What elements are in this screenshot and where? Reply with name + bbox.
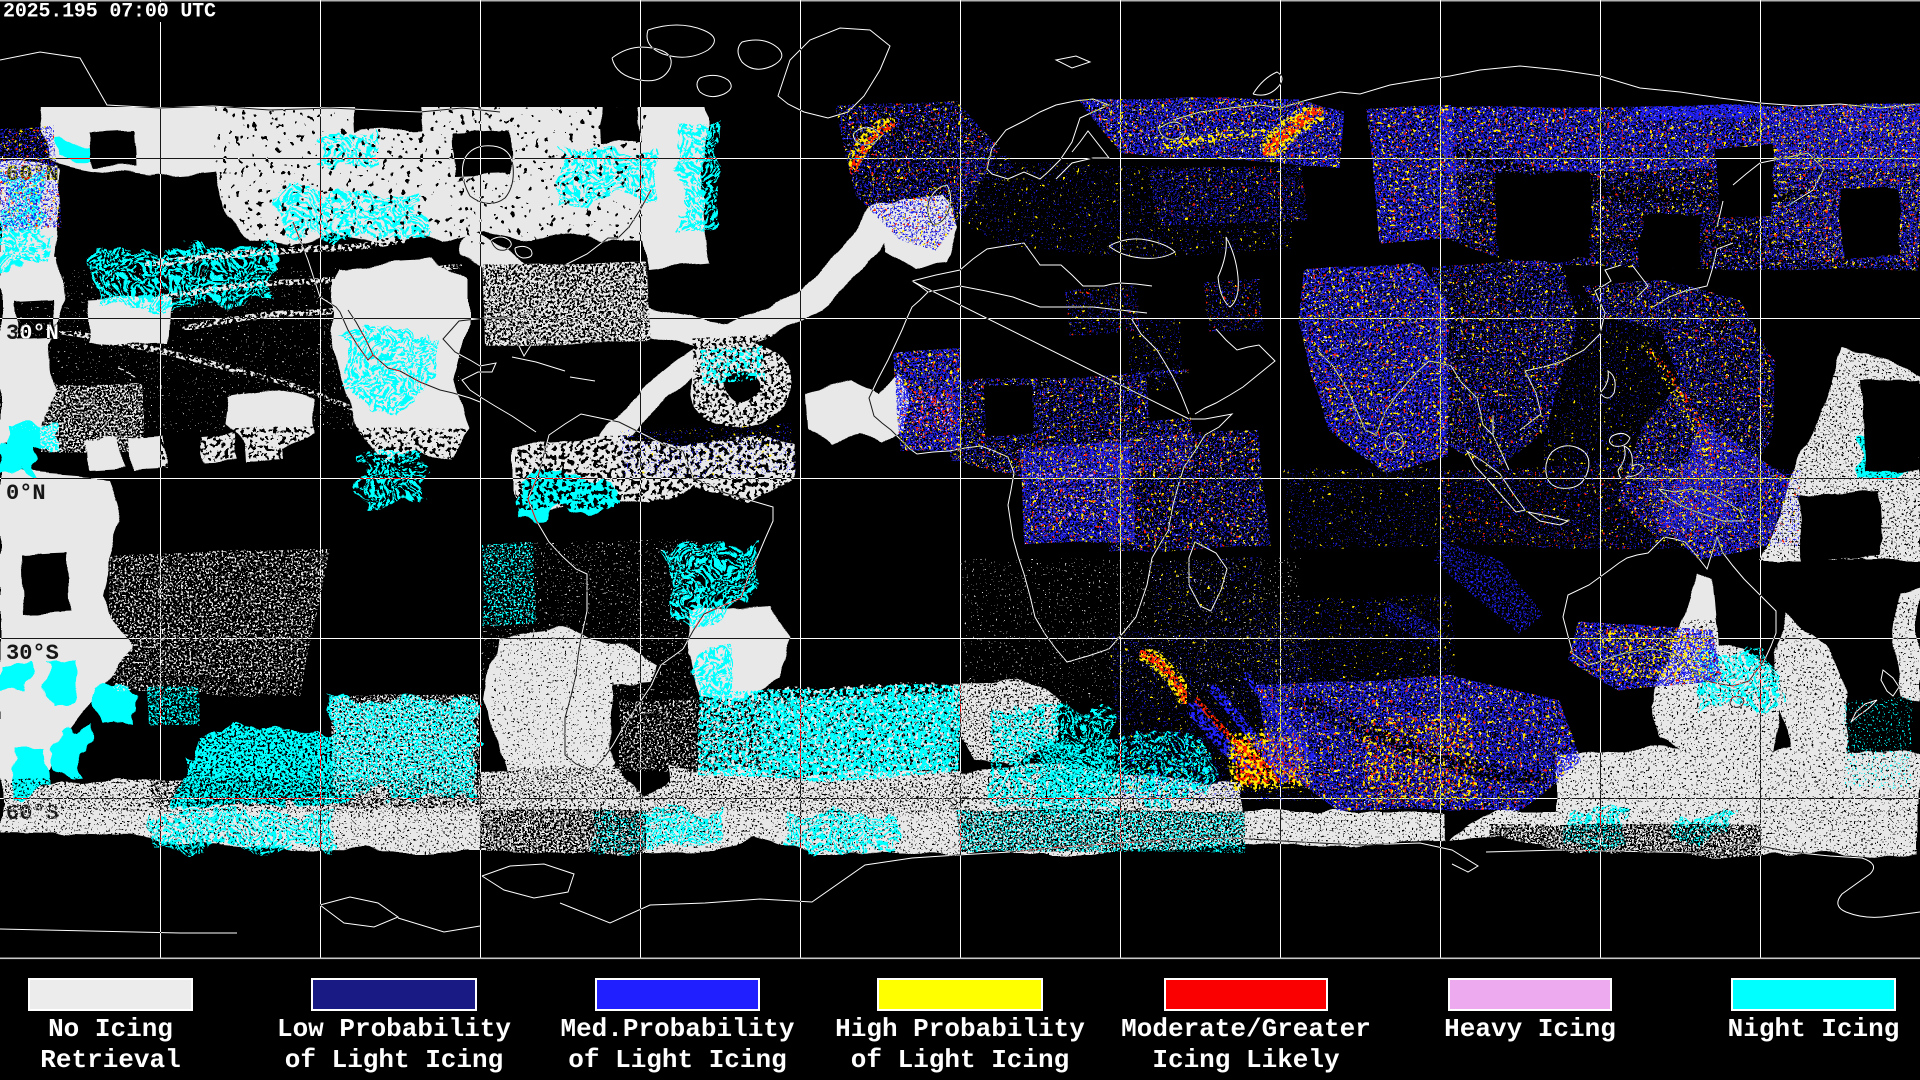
svg-text:Retrieval: Retrieval	[40, 1045, 180, 1075]
svg-text:30°S: 30°S	[6, 641, 59, 666]
svg-text:of Light Icing: of Light Icing	[851, 1045, 1069, 1075]
svg-text:Icing Likely: Icing Likely	[1152, 1045, 1340, 1075]
svg-text:of Light Icing: of Light Icing	[568, 1045, 786, 1075]
svg-text:Night Icing: Night Icing	[1728, 1014, 1900, 1044]
svg-text:Low Probability: Low Probability	[277, 1014, 511, 1044]
svg-text:Med.Probability: Med.Probability	[560, 1014, 794, 1044]
svg-text:60°N: 60°N	[6, 162, 59, 187]
svg-text:0°N: 0°N	[6, 481, 46, 506]
svg-text:High Probability: High Probability	[835, 1014, 1085, 1044]
svg-text:Moderate/Greater: Moderate/Greater	[1121, 1014, 1371, 1044]
svg-text:of Light Icing: of Light Icing	[285, 1045, 503, 1075]
svg-text:No Icing: No Icing	[48, 1014, 173, 1044]
svg-text:30°N: 30°N	[6, 321, 59, 346]
svg-text:Heavy Icing: Heavy Icing	[1444, 1014, 1616, 1044]
svg-text:60°S: 60°S	[6, 801, 59, 826]
svg-text:2025.195 07:00 UTC: 2025.195 07:00 UTC	[3, 1, 216, 24]
